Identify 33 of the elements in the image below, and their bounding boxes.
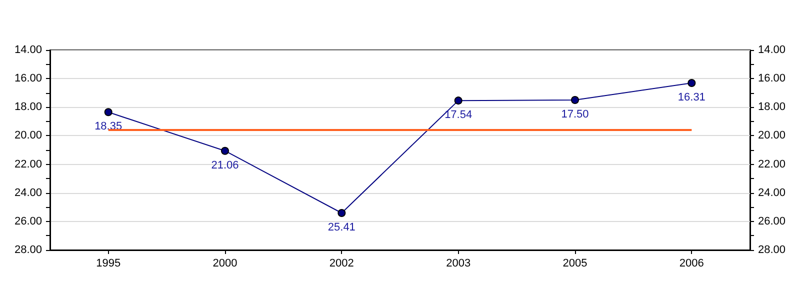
y2-tick-label: 16.00	[758, 72, 786, 85]
y-tick-label: 16.00	[14, 72, 42, 85]
y2-tick-label: 20.00	[758, 130, 786, 142]
y2-tick-label: 24.00	[758, 186, 786, 199]
y-tick-label: 26.00	[14, 215, 42, 228]
x-tick-label: 2000	[212, 258, 238, 270]
point	[104, 108, 112, 116]
point	[571, 96, 579, 104]
text: 17.54	[444, 109, 472, 122]
y-tick-label: 18.00	[14, 101, 42, 114]
y-tick-label: 22.00	[14, 158, 42, 170]
x-tick-label: 2005	[562, 258, 588, 270]
y-tick-label: 20.00	[14, 130, 42, 142]
point	[338, 209, 346, 217]
point	[454, 96, 462, 105]
x-tick-label: 1995	[96, 258, 121, 270]
y2-tick-label: 14.00	[758, 44, 786, 56]
text: 21.06	[211, 159, 239, 172]
point	[688, 79, 696, 87]
y2-tick-label: 26.00	[758, 215, 786, 228]
y-tick-label: 14.00	[14, 44, 42, 56]
y-tick-label: 28.00	[14, 244, 42, 256]
y2-tick-label: 28.00	[758, 244, 786, 256]
text: 16.31	[678, 92, 706, 104]
y-tick-label: 24.00	[14, 186, 42, 199]
text: 17.50	[561, 108, 589, 120]
y2-tick-label: 22.00	[758, 158, 786, 170]
x-tick-label: 2002	[329, 258, 354, 270]
x-tick-label: 2003	[446, 258, 471, 270]
y2-tick-label: 18.00	[758, 101, 786, 114]
point	[221, 146, 229, 155]
x-tick-label: 2006	[679, 258, 704, 270]
text: 25.41	[328, 222, 356, 234]
